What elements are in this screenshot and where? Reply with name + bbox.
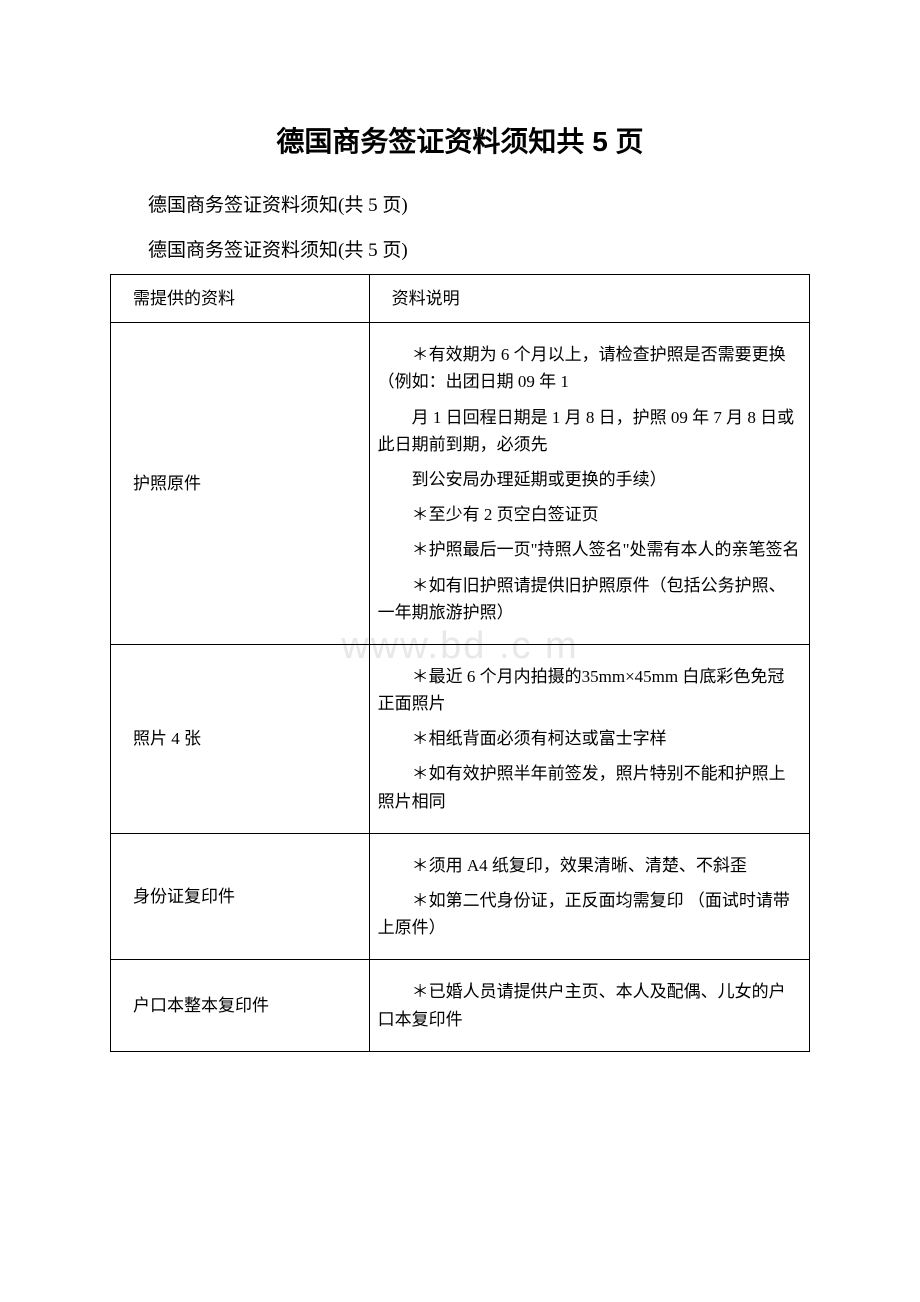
row-label: 护照原件 <box>111 323 370 645</box>
row-label: 身份证复印件 <box>111 833 370 960</box>
row-description: ＊已婚人员请提供户主页、本人及配偶、儿女的户口本复印件 <box>369 960 809 1051</box>
item-text: ＊最近 6 个月内拍摄的35mm×45mm 白底彩色免冠正面照片 <box>378 663 801 717</box>
table-row: 护照原件 ＊有效期为 6 个月以上，请检查护照是否需要更换（例如：出团日期 09… <box>111 323 810 645</box>
item-text: ＊护照最后一页"持照人签名"处需有本人的亲笔签名 <box>378 536 801 563</box>
item-text: ＊如有旧护照请提供旧护照原件（包括公务护照、一年期旅游护照） <box>378 572 801 626</box>
row-description: ＊最近 6 个月内拍摄的35mm×45mm 白底彩色免冠正面照片 ＊相纸背面必须… <box>369 644 809 833</box>
row-description: ＊有效期为 6 个月以上，请检查护照是否需要更换（例如：出团日期 09 年 1 … <box>369 323 809 645</box>
requirements-table: 需提供的资料 资料说明 护照原件 ＊有效期为 6 个月以上，请检查护照是否需要更… <box>110 274 810 1052</box>
item-text: ＊相纸背面必须有柯达或富士字样 <box>378 725 801 752</box>
row-label: 户口本整本复印件 <box>111 960 370 1051</box>
header-col1: 需提供的资料 <box>111 275 370 323</box>
item-text: 月 1 日回程日期是 1 月 8 日，护照 09 年 7 月 8 日或此日期前到… <box>378 404 801 458</box>
item-text: ＊须用 A4 纸复印，效果清晰、清楚、不斜歪 <box>378 852 801 879</box>
table-row: 照片 4 张 ＊最近 6 个月内拍摄的35mm×45mm 白底彩色免冠正面照片 … <box>111 644 810 833</box>
table-row: 户口本整本复印件 ＊已婚人员请提供户主页、本人及配偶、儿女的户口本复印件 <box>111 960 810 1051</box>
item-text: ＊已婚人员请提供户主页、本人及配偶、儿女的户口本复印件 <box>378 978 801 1032</box>
item-text: ＊至少有 2 页空白签证页 <box>378 501 801 528</box>
header-col2: 资料说明 <box>369 275 809 323</box>
row-label: 照片 4 张 <box>111 644 370 833</box>
item-text: 到公安局办理延期或更换的手续） <box>378 466 801 493</box>
table-header-row: 需提供的资料 资料说明 <box>111 275 810 323</box>
subtitle-2: 德国商务签证资料须知(共 5 页) <box>110 235 810 262</box>
table-row: 身份证复印件 ＊须用 A4 纸复印，效果清晰、清楚、不斜歪 ＊如第二代身份证，正… <box>111 833 810 960</box>
item-text: ＊如有效护照半年前签发，照片特别不能和护照上照片相同 <box>378 760 801 814</box>
subtitle-1: 德国商务签证资料须知(共 5 页) <box>110 190 810 217</box>
page-title: 德国商务签证资料须知共 5 页 <box>110 120 810 160</box>
item-text: ＊如第二代身份证，正反面均需复印 （面试时请带上原件） <box>378 887 801 941</box>
row-description: ＊须用 A4 纸复印，效果清晰、清楚、不斜歪 ＊如第二代身份证，正反面均需复印 … <box>369 833 809 960</box>
item-text: ＊有效期为 6 个月以上，请检查护照是否需要更换（例如：出团日期 09 年 1 <box>378 341 801 395</box>
